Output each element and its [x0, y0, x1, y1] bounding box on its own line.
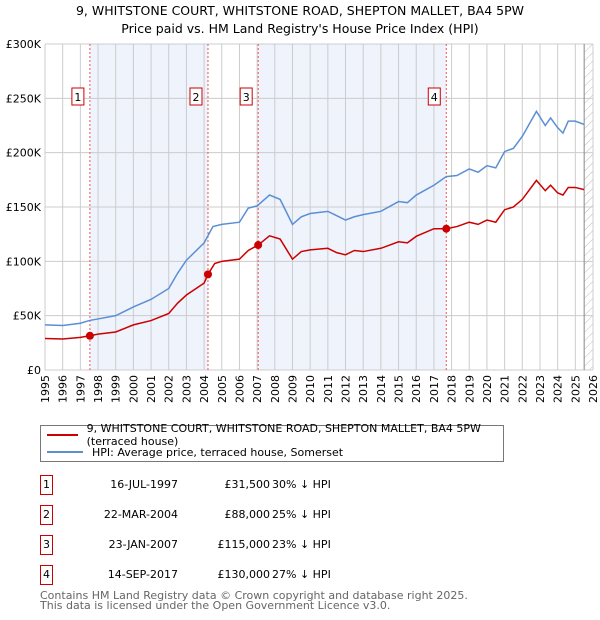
legend-swatch-red: [47, 434, 78, 436]
sale-date: 14-SEP-2017: [107, 568, 178, 581]
hpi-line: [44, 109, 585, 327]
x-tick-label: 2014: [375, 375, 388, 403]
x-tick-label: 2011: [322, 375, 335, 403]
x-tick-label: 2016: [410, 375, 423, 403]
y-tick-label: £250K: [6, 92, 42, 105]
price-chart: 1995 1996 1997 1998 1999 2000 2001 2002 2003 2004…: [6, 38, 600, 403]
sale-number-badge: 4: [40, 565, 53, 585]
x-tick-label: 2026: [587, 375, 600, 403]
x-tick-label: 1995: [39, 375, 52, 403]
x-tick-label: 2007: [251, 375, 264, 403]
sale-label-number: 4: [431, 91, 438, 104]
x-tick-label: 2023: [534, 375, 547, 403]
x-tick-label: 2022: [516, 375, 529, 403]
x-tick-label: 2012: [340, 375, 353, 403]
sale-price: £31,500: [224, 478, 271, 491]
x-tick-label: 2021: [499, 375, 512, 403]
sale-label-box: [71, 87, 85, 106]
x-tick-label: 2015: [393, 375, 406, 403]
x-tick-label: 1999: [110, 375, 123, 403]
footer-copyright: Contains HM Land Registry data © Crown c…: [40, 589, 468, 602]
legend-label: 9, WHITSTONE COURT, WHITSTONE ROAD, SHEP…: [86, 422, 481, 448]
y-tick-label: £0: [27, 364, 41, 377]
x-tick-label: 2001: [145, 375, 158, 403]
legend-item-property: 9, WHITSTONE COURT, WHITSTONE ROAD, SHEP…: [47, 422, 503, 448]
chart-subtitle: Price paid vs. HM Land Registry's House …: [121, 21, 479, 36]
sale-point: [85, 331, 94, 340]
x-tick-label: 2018: [446, 375, 459, 403]
sale-number-badge: 3: [40, 535, 53, 555]
sale-number-badge: 1: [40, 475, 53, 495]
x-tick-label: 2024: [552, 375, 565, 403]
x-tick-label: 2008: [269, 375, 282, 403]
sale-point: [254, 241, 263, 250]
sale-label-number: 2: [192, 91, 199, 104]
y-tick-label: £50K: [13, 310, 42, 323]
sale-hpi-diff: 23% ↓ HPI: [272, 538, 331, 551]
sale-date: 22-MAR-2004: [103, 508, 178, 521]
y-tick-label: £300K: [6, 38, 42, 51]
sale-date: 16-JUL-1997: [110, 478, 178, 491]
sale-hpi-diff: 25% ↓ HPI: [272, 508, 331, 521]
y-tick-label: £150K: [6, 201, 42, 214]
property-price-line: [44, 179, 585, 340]
chart-title: 9, WHITSTONE COURT, WHITSTONE ROAD, SHEP…: [75, 3, 525, 18]
x-tick-label: 2004: [198, 375, 211, 403]
x-tick-label: 2009: [286, 375, 299, 403]
y-tick-label: £100K: [6, 255, 42, 268]
x-tick-label: 2003: [180, 375, 193, 403]
footer-licence: This data is licensed under the Open Gov…: [40, 599, 391, 612]
sale-point: [442, 224, 451, 233]
sale-price: £88,000: [224, 508, 271, 521]
x-tick-label: 2000: [127, 375, 140, 403]
x-tick-label: 2017: [428, 375, 441, 403]
sale-number-badge: 2: [40, 505, 53, 525]
x-tick-label: 2006: [233, 375, 246, 403]
x-tick-label: 2020: [481, 375, 494, 403]
x-tick-label: 1997: [74, 375, 87, 403]
legend-item-hpi: HPI: Average price, terraced house, Some…: [47, 444, 343, 460]
legend-label: HPI: Average price, terraced house, Some…: [92, 445, 344, 459]
sale-hpi-diff: 27% ↓ HPI: [272, 568, 331, 581]
sale-label-box: [427, 87, 441, 106]
sale-label-number: 3: [243, 91, 250, 104]
legend-swatch-blue: [47, 451, 83, 453]
x-tick-label: 2013: [357, 375, 370, 403]
sale-price: £130,000: [217, 568, 271, 581]
legend: 9, WHITSTONE COURT, WHITSTONE ROAD, SHEP…: [40, 422, 504, 462]
sale-label-number: 1: [74, 91, 81, 104]
sale-date: 23-JAN-2007: [108, 538, 178, 551]
x-tick-label: 1998: [92, 375, 105, 403]
sale-label-box: [239, 87, 253, 106]
sale-price: £115,000: [217, 538, 271, 551]
x-tick-label: 2005: [216, 375, 229, 403]
y-tick-label: £200K: [6, 147, 42, 160]
x-tick-label: 2025: [569, 375, 582, 403]
x-tick-label: 2010: [304, 375, 317, 403]
x-tick-label: 2019: [463, 375, 476, 403]
sale-hpi-diff: 30% ↓ HPI: [272, 478, 331, 491]
x-tick-label: 1996: [57, 375, 70, 403]
sale-point: [203, 270, 212, 279]
x-tick-label: 2002: [163, 375, 176, 403]
sale-label-box: [189, 87, 203, 106]
